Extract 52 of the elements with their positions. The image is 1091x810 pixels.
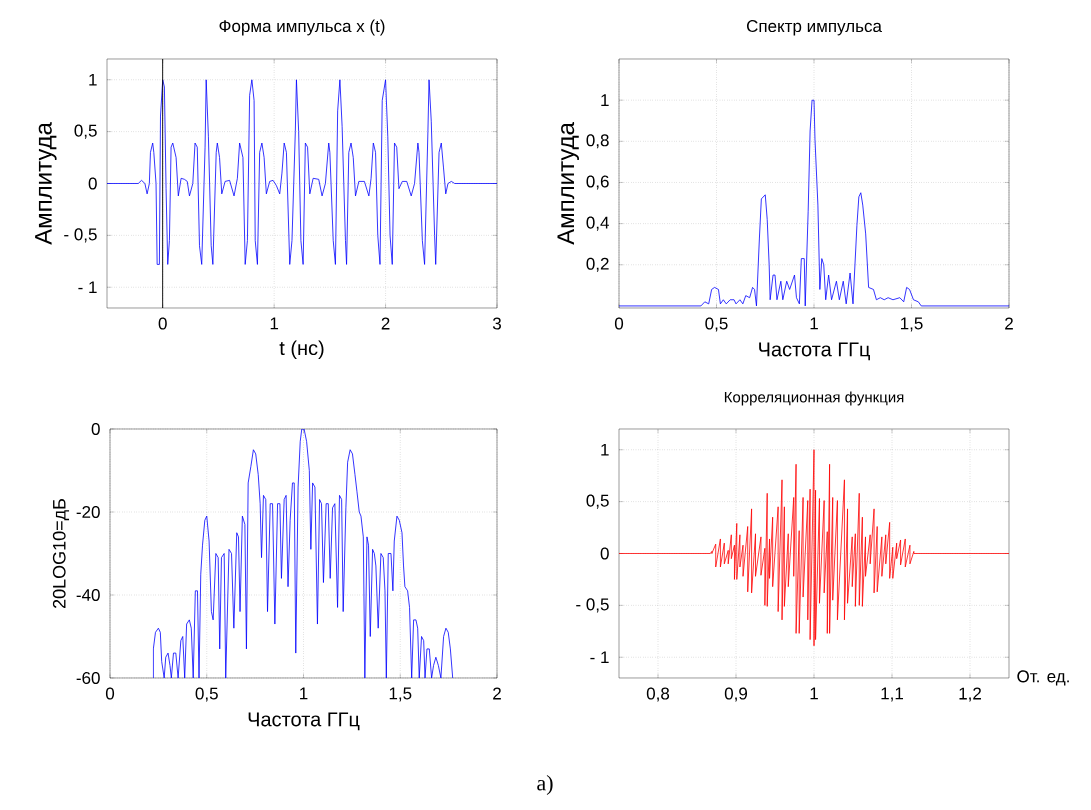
x-axis-title: t (нс)	[279, 340, 324, 360]
y-tick-label: 0	[91, 422, 100, 436]
y-tick-label: 0,2	[586, 257, 609, 272]
y-tick-label: 0,6	[586, 175, 609, 190]
y-tick-label: - 0,5	[64, 228, 97, 243]
y-tick-label: - 1	[78, 281, 97, 294]
y-axis-title: Амплитуда	[557, 122, 579, 245]
y-tick-label: 0	[600, 547, 609, 560]
x-tick-label: 0,9	[724, 687, 748, 702]
y-tick-label: 0,5	[586, 494, 609, 509]
x-tick-label: 2	[381, 317, 390, 330]
x-tick-label: 2	[1005, 317, 1013, 330]
x-tick-label: 1	[810, 687, 818, 700]
y-tick-label: 0	[88, 177, 97, 190]
line-series	[619, 99, 1010, 307]
y-tick-label: 1	[89, 73, 97, 86]
x-tick-label: 1,2	[959, 687, 981, 702]
y-tick-label: 0,8	[586, 134, 609, 149]
x-tick-label: 1	[270, 317, 279, 330]
y-axis-title: Амплитуда	[35, 122, 57, 245]
line-series	[152, 428, 454, 678]
x-tick-label: 0	[614, 317, 624, 330]
y-tick-label: -40	[76, 588, 100, 602]
y-tick-label: -60	[76, 671, 100, 685]
x-tick-label: 1,1	[881, 687, 903, 702]
chart-title: Корреляционная функция	[724, 391, 904, 406]
y-tick-label: - 1	[590, 651, 609, 664]
x-tick-label: 1,5	[900, 317, 923, 332]
x-tick-label: 0,8	[646, 687, 670, 702]
chart-title: Форма импульса x (t)	[219, 19, 385, 36]
x-tick-label: 0	[105, 687, 115, 700]
chart-title: Спектр импульса	[746, 20, 882, 36]
text: а)	[537, 775, 553, 795]
y-tick-label: 0,5	[74, 124, 97, 139]
y-tick-label: 1	[601, 443, 609, 456]
x-tick-label: 1	[300, 687, 308, 700]
x-tick-label: 2	[493, 687, 501, 700]
y-tick-label: 1	[601, 94, 609, 106]
y-tick-label: 0,4	[586, 216, 609, 231]
x-tick-label: 0,5	[195, 687, 218, 702]
x-tick-label: 3	[492, 317, 501, 330]
y-tick-label: - 0,5	[576, 598, 609, 613]
line-series	[107, 79, 497, 265]
x-axis-title: Частота ГГц	[248, 712, 360, 731]
y-axis-title: 20LOG10=дБ	[52, 498, 70, 609]
x-axis-title: От. ед.	[1017, 670, 1069, 686]
y-tick-label: -20	[76, 505, 100, 519]
x-axis-title: Частота ГГц	[759, 342, 870, 361]
x-tick-label: 0	[158, 317, 167, 330]
x-tick-label: 1	[810, 317, 818, 330]
x-tick-label: 1,5	[389, 687, 412, 702]
x-tick-label: 0,5	[705, 317, 728, 332]
